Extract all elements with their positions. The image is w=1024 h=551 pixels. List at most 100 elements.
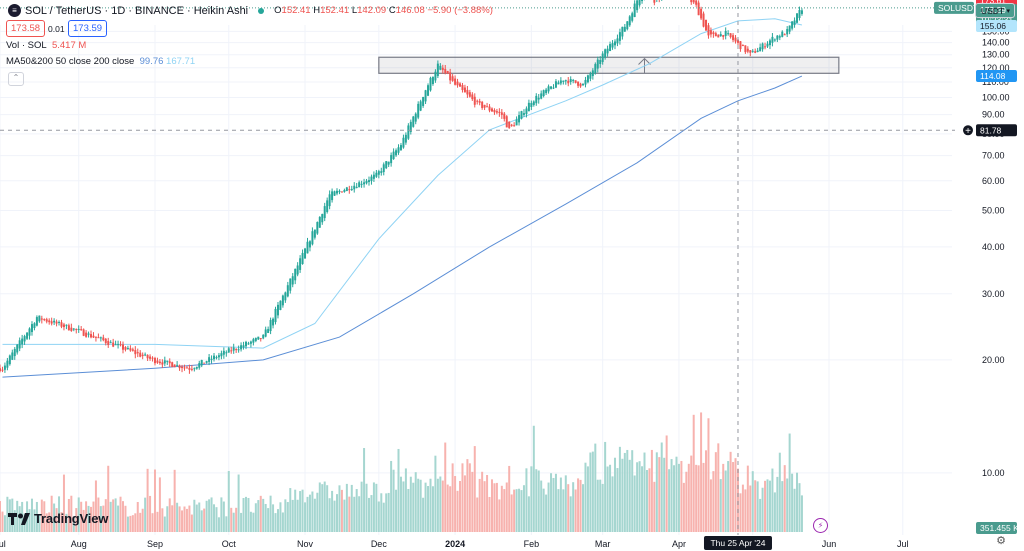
volume-bar	[318, 482, 321, 532]
candle-body	[771, 36, 774, 43]
collapse-legend-button[interactable]: ⌃	[8, 72, 24, 86]
volume-bars	[0, 412, 803, 532]
volume-bar	[289, 488, 292, 532]
settings-gear-icon[interactable]: ⚙	[996, 535, 1006, 547]
candle-body	[505, 116, 508, 128]
sell-button[interactable]: 173.58	[6, 20, 46, 37]
volume-bar	[739, 493, 742, 532]
candle-body	[82, 329, 85, 336]
candle-body	[486, 106, 489, 108]
candle-body	[392, 151, 395, 160]
volume-bar	[82, 509, 85, 532]
x-tick-label: Jul	[0, 539, 6, 549]
volume-bar	[176, 502, 179, 532]
candle-body	[259, 338, 262, 340]
x-tick-label: Oct	[222, 539, 237, 549]
time-axis[interactable]: JulAugSepOctNovDec2024FebMarAprMayJunJul	[0, 539, 909, 549]
candle-body	[188, 367, 191, 370]
volume-bar	[503, 489, 506, 532]
volume-bar	[220, 497, 223, 532]
candle-body	[237, 349, 240, 351]
candle-body	[117, 344, 120, 346]
volume-bar	[466, 459, 469, 532]
volume-bar	[562, 489, 565, 532]
candle-body	[702, 13, 705, 27]
candle-body	[707, 25, 710, 36]
candle-body	[631, 13, 634, 21]
volume-bar	[311, 491, 314, 532]
x-tick-label: Sep	[147, 539, 163, 549]
buy-button[interactable]: 173.59	[68, 20, 108, 37]
candle-body	[33, 323, 36, 329]
candle-body	[3, 365, 6, 370]
spread-value: 0.01	[48, 24, 65, 34]
volume-bar	[459, 480, 462, 532]
volume-bar	[655, 452, 658, 532]
currency-select[interactable]: USDT ▾	[975, 3, 1015, 18]
candle-body	[729, 33, 732, 38]
ma200-label-text: 114.08	[980, 71, 1006, 81]
candle-body	[281, 295, 284, 306]
volume-bar	[112, 499, 115, 532]
flash-icon[interactable]: ⚡	[813, 518, 828, 533]
volume-bar	[404, 468, 407, 532]
candle-body	[478, 101, 481, 103]
volume-bar	[675, 456, 678, 532]
ma-legend: MA50&200 50 close 200 close 99.76 167.71	[6, 56, 196, 67]
volume-bar	[771, 468, 774, 532]
candle-body	[55, 321, 58, 324]
candle-body	[412, 116, 415, 127]
volume-bar	[530, 466, 533, 532]
volume-bar	[136, 501, 139, 532]
crosshair-date-text: Thu 25 Apr '24	[710, 538, 765, 548]
candle-body	[422, 97, 425, 106]
candle-body	[321, 214, 324, 223]
volume-bar	[658, 457, 661, 532]
volume-bar	[281, 512, 284, 532]
volume-bar	[87, 505, 90, 532]
candle-body	[429, 77, 432, 91]
volume-bar	[276, 509, 279, 532]
volume-bar	[313, 498, 316, 532]
candle-body	[80, 329, 83, 331]
candle-body	[8, 355, 11, 365]
volume-bar	[535, 469, 538, 532]
volume-bar	[788, 433, 791, 532]
x-tick-label: 2024	[445, 539, 465, 549]
candle-body	[454, 78, 457, 85]
candle-body	[313, 229, 316, 238]
candle-body	[606, 48, 609, 54]
volume-bar	[768, 480, 771, 532]
volume-bar	[508, 465, 511, 532]
volume-bar	[72, 516, 75, 532]
candle-body	[276, 304, 279, 316]
volume-bar	[589, 452, 592, 532]
volume-bar	[109, 501, 112, 532]
candle-body	[222, 350, 225, 355]
support-zone	[378, 56, 840, 74]
candle-body	[166, 360, 169, 362]
volume-bar	[719, 479, 722, 532]
volume-bar	[552, 477, 555, 532]
volume-bar	[1, 511, 4, 532]
volume-bar	[776, 476, 779, 532]
volume-bar	[793, 488, 796, 532]
candle-body	[424, 90, 427, 102]
volume-bar	[296, 499, 299, 532]
volume-bar	[542, 488, 545, 532]
candle-body	[586, 75, 589, 83]
candle-body	[709, 30, 712, 35]
candle-body	[102, 337, 105, 341]
candle-body	[185, 367, 188, 369]
volume-bar	[227, 471, 230, 532]
candle-body	[6, 360, 9, 368]
x-tick-label: Nov	[297, 539, 314, 549]
candle-body	[764, 46, 767, 48]
candle-body	[30, 324, 33, 333]
price-axis[interactable]: 10.0020.0030.0040.0050.0060.0070.0080.00…	[982, 26, 1010, 478]
candle-body	[778, 36, 781, 38]
symbol-title[interactable]: SOL / TetherUS · 1D · BINANCE · Heikin A…	[25, 4, 249, 17]
volume-bar	[225, 516, 228, 532]
candle-body	[456, 81, 459, 86]
